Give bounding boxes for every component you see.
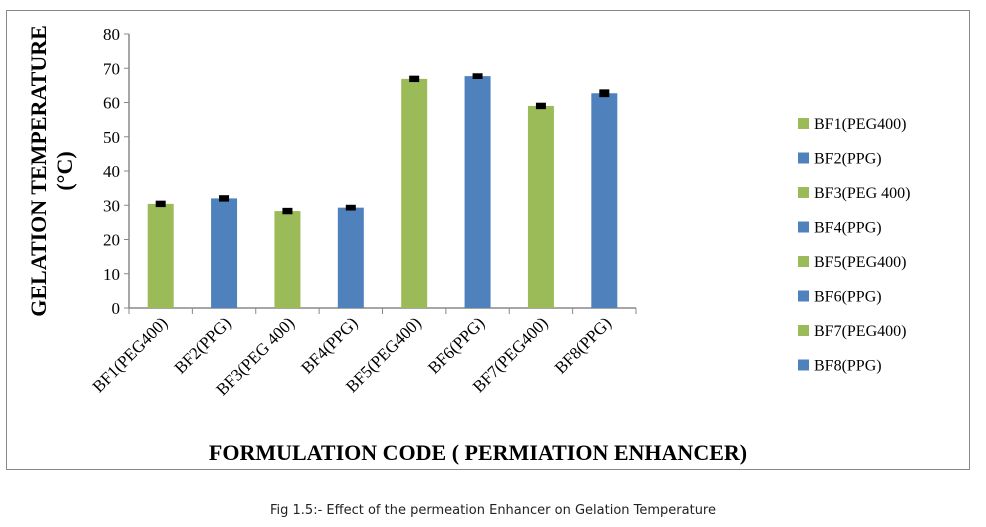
bar-BF5(PEG400): [401, 78, 428, 309]
error-bar: [599, 89, 610, 98]
legend-label: BF6(PPG): [814, 289, 882, 306]
legend-label: BF3(PEG 400): [814, 185, 910, 202]
x-tick-label: BF4(PPG): [297, 313, 361, 377]
chart-frame: [6, 10, 970, 470]
y-tick-label: 50: [103, 128, 120, 147]
x-tick-label: BF8(PPG): [551, 313, 615, 377]
error-bar: [409, 75, 420, 83]
legend-swatch: [798, 256, 809, 267]
legend-swatch: [798, 290, 809, 302]
legend-swatch: [798, 118, 809, 129]
bar-BF4(PPG): [337, 207, 364, 308]
bar-BF8(PPG): [591, 93, 618, 308]
bar-BF7(PEG400): [527, 105, 554, 308]
error-bar: [282, 207, 293, 215]
y-tick-label: 70: [103, 59, 120, 78]
bar-BF2(PPG): [211, 198, 238, 308]
y-tick-label: 20: [103, 231, 120, 250]
legend-swatch: [798, 187, 809, 198]
x-tick-label: BF1(PEG400): [89, 313, 172, 396]
error-bar: [219, 195, 230, 202]
y-axis-title: GELATION TEMPERATURE: [26, 25, 51, 317]
bar-BF6(PPG): [464, 76, 491, 308]
error-bar: [155, 200, 166, 208]
bar-BF1(PEG400): [147, 203, 174, 308]
legend-label: BF2(PPG): [814, 151, 882, 168]
legend-label: BF7(PEG400): [814, 323, 906, 340]
error-bar: [472, 73, 483, 79]
y-tick-label: 80: [103, 25, 120, 44]
y-axis-title-unit: (°C): [52, 151, 77, 190]
legend-label: BF5(PEG400): [814, 254, 906, 271]
figure-caption: Fig 1.5:- Effect of the permeation Enhan…: [270, 503, 716, 518]
legend-label: BF1(PEG400): [814, 116, 906, 133]
y-tick-label: 10: [103, 265, 120, 284]
y-tick-label: 0: [112, 299, 121, 318]
x-tick-label: BF2(PPG): [171, 313, 235, 377]
legend-swatch: [798, 325, 809, 336]
y-tick-label: 30: [103, 196, 120, 215]
error-bar: [535, 102, 546, 110]
x-tick-label: BF6(PPG): [424, 313, 488, 377]
bar-BF3(PEG 400): [274, 211, 301, 308]
y-tick-label: 60: [103, 94, 120, 113]
legend-label: BF4(PPG): [814, 220, 882, 237]
x-axis-title: FORMULATION CODE ( PERMIATION ENHANCER): [209, 440, 747, 465]
legend-label: BF8(PPG): [814, 358, 882, 375]
legend-swatch: [798, 359, 809, 371]
legend-swatch: [798, 221, 809, 233]
legend-swatch: [798, 152, 809, 164]
y-tick-label: 40: [103, 162, 120, 181]
error-bar: [345, 204, 356, 211]
